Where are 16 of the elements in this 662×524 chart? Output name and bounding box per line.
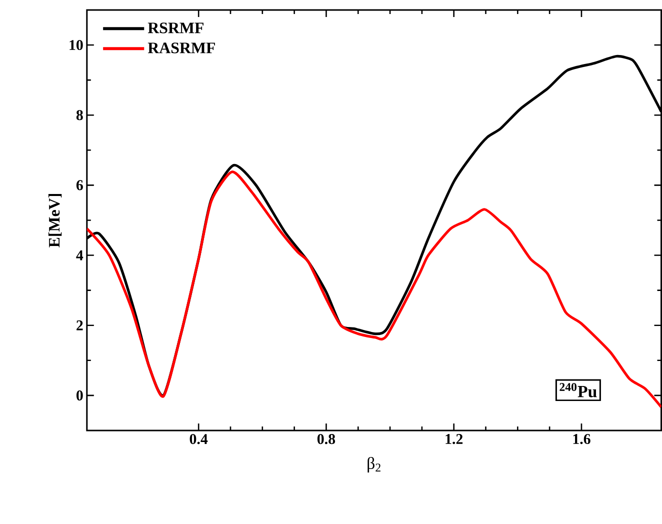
x-axis-title: β$_{2}$ [368, 456, 380, 472]
x-tick-label: 1.6 [573, 434, 590, 444]
y-tick-label: 8 [76, 110, 83, 120]
line-series [86, 170, 662, 408]
annotation: $^{240}$Pu [560, 382, 597, 398]
y-tick-label: 4 [76, 250, 84, 260]
legend-label: RSRMF [148, 22, 204, 34]
x-tick-label: 0.4 [190, 434, 208, 444]
y-tick-label: 10 [70, 40, 83, 50]
y-axis-title: E[MeV] [48, 194, 62, 248]
legend-label: RASRMF [148, 42, 215, 54]
x-tick-label: 1.2 [446, 434, 463, 444]
y-tick-label: 0 [76, 390, 83, 400]
y-tick-label: 6 [76, 180, 83, 190]
x-tick-label: 0.8 [317, 434, 336, 444]
y-tick-label: 2 [76, 320, 83, 330]
